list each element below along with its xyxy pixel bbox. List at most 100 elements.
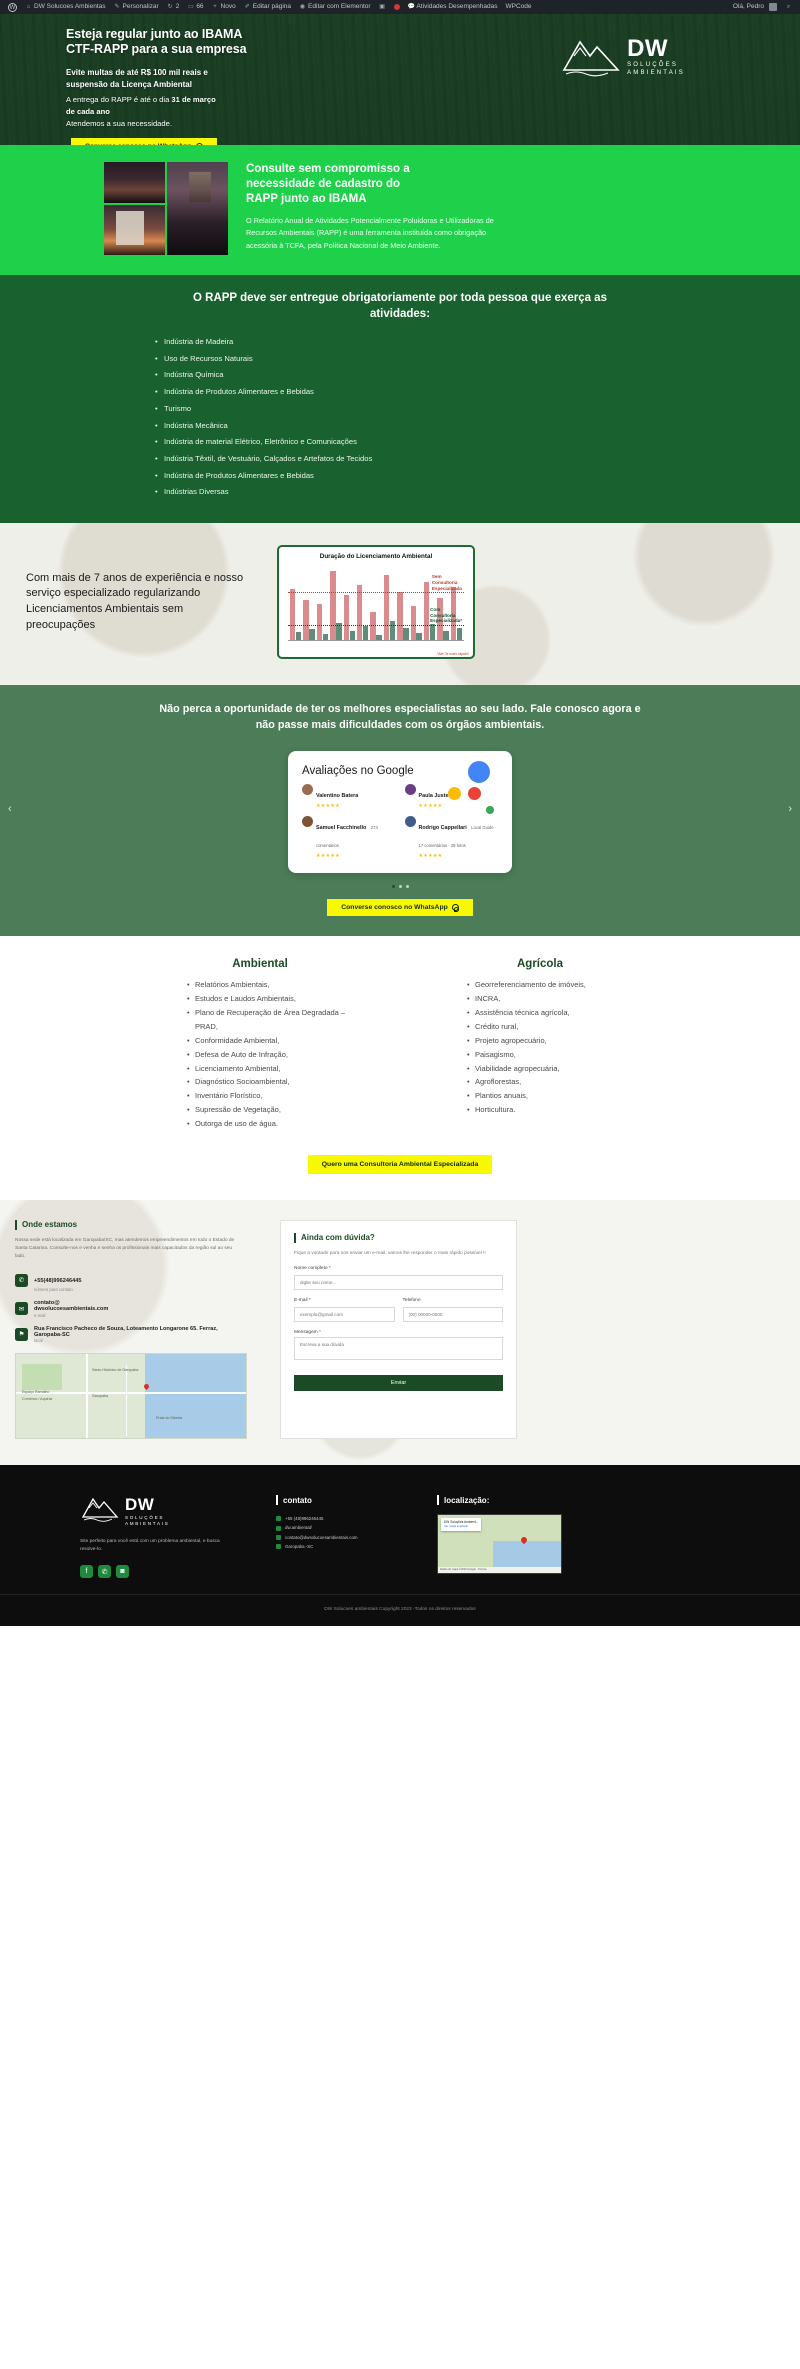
contact-email-row[interactable]: ✉ contato@ dwsolucoesambientais.com e-ma… [15,1300,250,1318]
adminbar-account[interactable]: Olá, Pedro [729,0,781,14]
contact-phone-key: número para contato [34,1287,73,1293]
google-dot-blue [468,761,490,784]
list-item: Uso de Recursos Naturais [155,351,800,368]
contact-email-text: contato@ dwsolucoesambientais.com e-mail [34,1300,108,1318]
adminbar-wordpress-logo[interactable]: W [4,0,21,14]
testimonials-whatsapp-button[interactable]: Converse conosco no WhatsApp [327,899,473,917]
list-item[interactable]: Garopaba -SC [276,1542,411,1551]
list-item: Viabilidade agropecuária, [467,1062,635,1076]
facebook-icon[interactable]: f [80,1565,93,1579]
contact-email-key: e-mail [34,1312,46,1318]
adminbar-activities[interactable]: 💬 Atividades Desempenhadas [404,0,502,14]
map-water [144,1354,246,1439]
avatar [769,3,777,11]
list-item: Indústrias Diversas [155,484,800,501]
carousel-prev-button[interactable]: ‹ [8,803,12,816]
chart-bar-com [456,628,463,641]
carousel-next-button[interactable]: › [788,803,792,816]
hero-whatsapp-button[interactable]: Converse conosco no WhatsApp [71,138,217,145]
adminbar-comments[interactable]: ▭ 66 [183,0,207,14]
contact-phone-row[interactable]: ✆ +55(48)996246445 número para contato [15,1269,250,1293]
search-icon: ⌕ [786,3,791,10]
footer-socials: f ✆ ◙ [80,1565,250,1579]
chart-bar-sem [437,597,443,641]
message-field[interactable] [294,1336,503,1360]
adminbar-site-name[interactable]: ⌂ DW Solucoes Ambientas [21,0,110,14]
chart-ann1-l2: Consultoria [430,612,456,618]
consult-heading-l1: Consulte sem compromisso a [246,163,410,175]
instagram-icon [276,1525,281,1531]
location-map[interactable]: Espaço Ramalho Comércio / Aquiraz Garopa… [15,1353,247,1440]
list-item: Agroflorestas, [467,1075,635,1089]
chart-bar-group [370,562,382,641]
adminbar-edit-page[interactable]: ✐ Editar página [240,0,295,14]
whatsapp-icon: ✆ [15,1273,28,1287]
adminbar-plugin[interactable]: ▣ [375,0,390,14]
adminbar-notification[interactable] [390,0,404,14]
experience-text: Com mais de 7 anos de experiência e noss… [26,571,244,631]
experience-section: Com mais de 7 anos de experiência e noss… [0,523,800,686]
adminbar-edit-elementor[interactable]: ◉ Editar com Elementor [295,0,375,14]
whatsapp-icon [451,904,460,912]
email-field[interactable] [294,1306,395,1322]
list-item[interactable]: contato@dwsolucoesambientais.com [276,1533,411,1542]
list-item[interactable]: dw.ambiental/ [276,1523,411,1532]
review-item[interactable]: Rodrigo Cappellari Local Guide · 17 come… [404,816,501,859]
phone-field[interactable] [402,1306,503,1322]
adminbar-edit-page-label: Editar página [252,3,292,10]
chart-annotation-sem: Sem Consultoria Especializada [432,574,462,591]
review-item[interactable]: Paula Justen ★★★★★ [404,784,501,809]
list-item: Indústria de material Elétrico, Eletrôni… [155,434,800,451]
list-item: Estudos e Laudos Ambientais, [187,992,355,1006]
adminbar-new[interactable]: + Novo [208,0,240,14]
form-row-email-phone: E-mail * Telefone [294,1290,503,1322]
form-note: Fique a vontade para nos enviar um e-mai… [294,1250,486,1256]
consultoria-cta-button[interactable]: Quero uma Consultoria Ambiental Especial… [307,1154,493,1174]
whatsapp-icon[interactable]: ✆ [98,1565,111,1579]
adminbar-greeting: Olá, Pedro [732,3,764,10]
adminbar-updates[interactable]: ↻ 2 [163,0,184,14]
carousel-dot-1[interactable] [391,885,395,889]
contact-address-text: Rua Francisco Pacheco de Souza, Loteamen… [34,1326,218,1344]
footer-map[interactable]: DW Soluções Ambient... Ver mapa ampliado… [437,1514,562,1575]
review-author: Paula Justen [418,793,452,800]
hero-deadline-date: 31 de março [171,95,216,105]
adminbar-activities-label: Atividades Desempenhadas [416,3,498,10]
adminbar-wpcode[interactable]: WPCode [502,0,536,14]
review-item[interactable]: Valentino Batera ★★★★★ [302,784,398,809]
adminbar-customize[interactable]: ✎ Personalizar [110,0,163,14]
adminbar-customize-label: Personalizar [122,3,159,10]
footer-map-expand-link[interactable]: Ver mapa ampliado [444,1523,469,1528]
list-item: Inventário Florístico, [187,1089,355,1103]
send-button[interactable]: Enviar [294,1374,503,1391]
list-item: Relatórios Ambientais, [187,978,355,992]
review-body: Rodrigo Cappellari Local Guide · 17 come… [419,816,501,859]
location-icon [276,1544,281,1550]
chart-bar-com [309,629,315,641]
chart-bar-group [410,562,422,641]
chart-ann0-l3: Especializada [431,585,462,591]
footer-contact-column: contato +55 (48)996246445 dw.ambiental/ … [276,1495,411,1578]
carousel-dot-2[interactable] [398,885,402,889]
list-item: Outorga de uso de água. [187,1117,355,1131]
location-icon: ⚑ [15,1327,28,1341]
instagram-icon[interactable]: ◙ [116,1565,129,1579]
hero-logo-solucoes: SOLUÇÕES [627,61,679,68]
services-column-ambiental: Ambiental Relatórios Ambientais, Estudos… [165,958,355,1131]
contact-address-row[interactable]: ⚑ Rua Francisco Pacheco de Souza, Loteam… [15,1326,250,1344]
carousel-dot-3[interactable] [405,885,409,889]
hero-logo-ambientais: AMBIENTAIS [627,70,685,76]
consult-section: Consulte sem compromisso a necessidade d… [0,145,800,275]
list-item: Indústria de Madeira [155,334,800,351]
review-stars: ★★★★★ [316,853,340,860]
chart-bar-group [290,562,302,641]
review-item[interactable]: Samuel Facchinello 274 comentários ★★★★★ [302,816,398,859]
email-label: E-mail * [294,1297,311,1303]
full-name-field[interactable] [294,1274,503,1290]
footer-map-attribution: Dados do mapa ©2023 Google · Termos [438,1567,561,1574]
list-item[interactable]: +55 (48)996246445 [276,1514,411,1523]
chart-bar-sem [423,582,430,641]
adminbar-search-button[interactable]: ⌕ [781,0,796,14]
obligation-heading-l1: O RAPP deve ser entregue obrigatoriament… [193,292,528,304]
footer-map-info-card[interactable]: DW Soluções Ambient... Ver mapa ampliado [441,1518,482,1531]
